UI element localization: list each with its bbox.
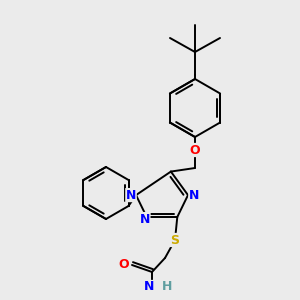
Text: N: N: [144, 280, 154, 293]
Text: N: N: [126, 189, 136, 202]
Text: S: S: [170, 233, 179, 247]
Text: O: O: [190, 143, 200, 157]
Text: H: H: [162, 280, 172, 293]
Text: N: N: [189, 189, 199, 202]
Text: N: N: [140, 212, 150, 226]
Text: O: O: [119, 259, 129, 272]
